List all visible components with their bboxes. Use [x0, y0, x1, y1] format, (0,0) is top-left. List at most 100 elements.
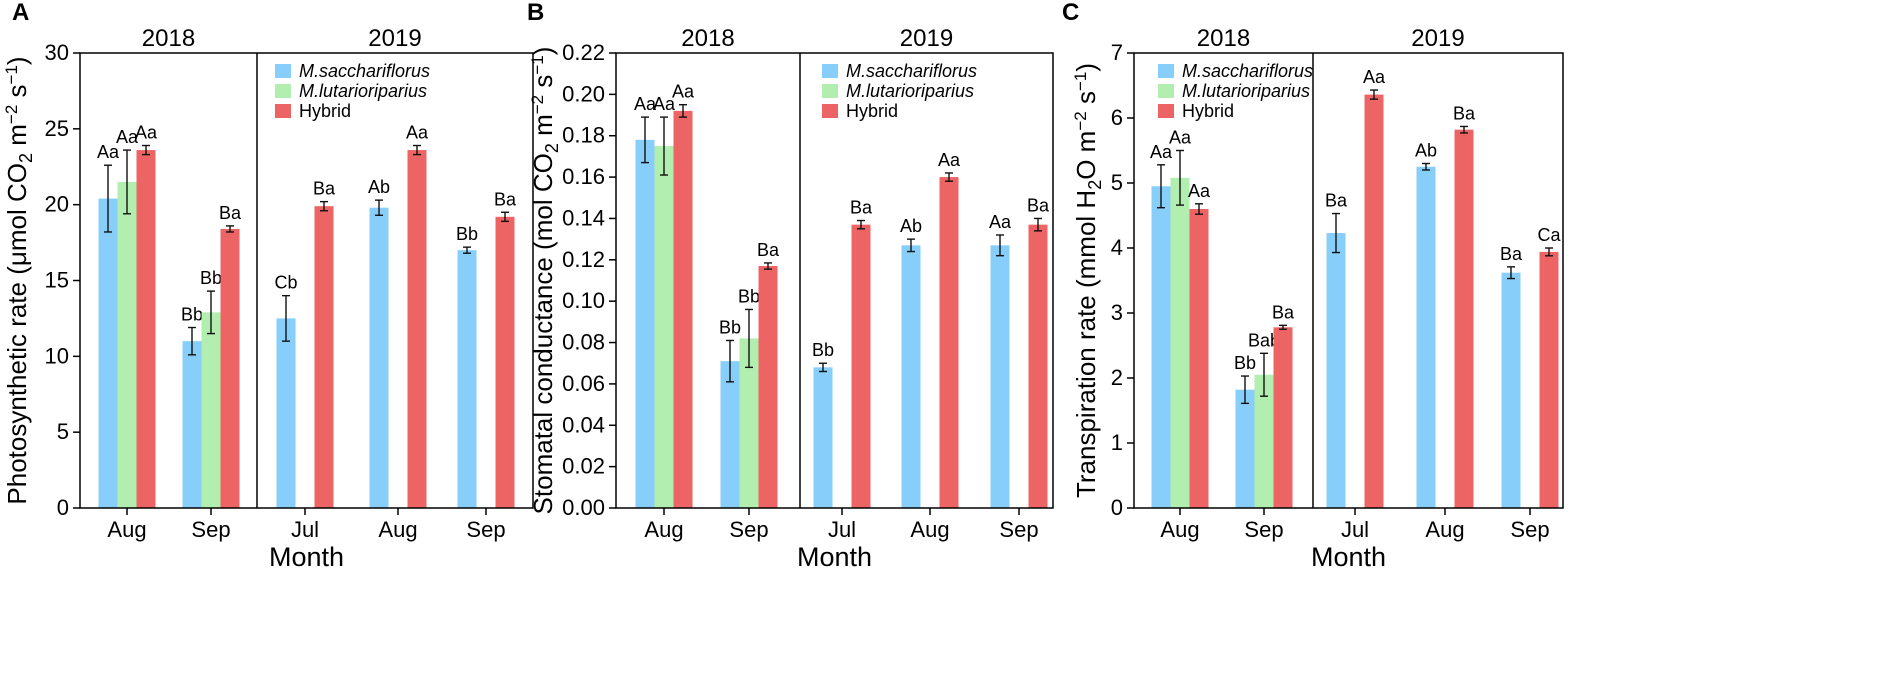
- bar: [314, 206, 334, 508]
- legend-label: Hybrid: [1182, 101, 1234, 121]
- y-tick-label: 0: [1111, 495, 1123, 520]
- bar: [1539, 251, 1559, 508]
- bar: [1416, 166, 1436, 508]
- panel-a: A0510152025302018AugAaAaAaSepBbBbBa2019J…: [2, 0, 534, 572]
- bar: [495, 216, 515, 509]
- data-label: Aa: [938, 150, 961, 170]
- bar: [1501, 272, 1521, 508]
- y-axis-label-part: −2: [2, 105, 21, 124]
- y-tick-label: 1: [1111, 430, 1123, 455]
- y-tick-label: 0.06: [562, 371, 605, 396]
- y-axis-label-part: m: [528, 114, 558, 143]
- y-tick-label: 0.20: [562, 81, 605, 106]
- legend-swatch: [1158, 84, 1174, 98]
- bar: [457, 250, 477, 508]
- bar: [1254, 374, 1274, 508]
- y-tick-label: 0.02: [562, 454, 605, 479]
- bar: [201, 312, 221, 508]
- y-tick-label: 3: [1111, 300, 1123, 325]
- panel-c: C012345672018AugAaAaAaSepBbBabBa2019JulB…: [1062, 0, 1564, 572]
- legend-swatch: [275, 64, 291, 78]
- y-axis-label-part: −1: [2, 65, 21, 84]
- y-axis-label-part: −1: [528, 55, 547, 74]
- data-label: Ba: [1325, 191, 1348, 211]
- legend-label: M.lutarioriparius: [299, 81, 427, 101]
- y-tick-label: 10: [45, 343, 69, 368]
- bar: [1235, 389, 1255, 508]
- legend-swatch: [822, 64, 838, 78]
- bar: [369, 207, 389, 508]
- year-label: 2018: [681, 25, 734, 52]
- data-label: Ba: [850, 198, 873, 218]
- y-tick-label: 0.18: [562, 123, 605, 148]
- y-tick-label: 0.14: [562, 205, 605, 230]
- y-tick-label: 0.10: [562, 288, 605, 313]
- legend-swatch: [1158, 64, 1174, 78]
- y-axis-label-part: O m: [1071, 131, 1101, 180]
- data-label: Ab: [1415, 141, 1437, 161]
- x-tick-label: Jul: [828, 517, 856, 542]
- x-tick-label: Sep: [1510, 517, 1549, 542]
- legend-label: Hybrid: [846, 101, 898, 121]
- y-tick-label: 7: [1111, 40, 1123, 65]
- data-label: Bb: [1234, 353, 1256, 373]
- bar: [1273, 327, 1293, 508]
- bar: [654, 146, 674, 508]
- bar: [990, 245, 1010, 508]
- year-label: 2019: [900, 25, 953, 52]
- data-label: Bb: [456, 224, 478, 244]
- bar: [1454, 129, 1474, 508]
- y-axis-label-part: s: [1071, 91, 1101, 111]
- y-tick-label: 0: [57, 495, 69, 520]
- y-axis-label-part: 2: [542, 143, 562, 153]
- data-label: Ab: [900, 216, 922, 236]
- data-label: Ba: [494, 189, 517, 209]
- legend-label: Hybrid: [299, 101, 351, 121]
- legend-label: M.sacchariflorus: [299, 61, 430, 81]
- data-label: Ba: [219, 203, 242, 223]
- y-axis-label-part: s: [528, 75, 558, 95]
- data-label: Ba: [757, 240, 780, 260]
- x-tick-label: Sep: [191, 517, 230, 542]
- y-tick-label: 20: [45, 192, 69, 217]
- y-tick-label: 0.08: [562, 330, 605, 355]
- plot-frame: [79, 52, 534, 509]
- data-label: Aa: [97, 142, 120, 162]
- x-tick-label: Aug: [644, 517, 683, 542]
- legend-swatch: [275, 104, 291, 118]
- x-tick-label: Jul: [291, 517, 319, 542]
- x-axis-label: Month: [1311, 542, 1386, 572]
- y-tick-label: 25: [45, 116, 69, 141]
- panel-letter: B: [527, 0, 544, 26]
- data-label: Bb: [181, 305, 203, 325]
- y-tick-label: 30: [45, 40, 69, 65]
- bar: [758, 266, 778, 508]
- y-tick-label: 5: [57, 419, 69, 444]
- data-label: Aa: [1150, 142, 1173, 162]
- x-tick-label: Aug: [107, 517, 146, 542]
- legend-label: M.lutarioriparius: [846, 81, 974, 101]
- bar: [98, 198, 118, 508]
- legend-swatch: [275, 84, 291, 98]
- bar: [117, 181, 137, 508]
- data-label: Aa: [653, 94, 676, 114]
- data-label: Aa: [116, 127, 139, 147]
- x-tick-label: Sep: [999, 517, 1038, 542]
- bar: [1170, 177, 1190, 509]
- y-axis-label-part: m: [2, 124, 32, 153]
- data-label: Ba: [1500, 244, 1523, 264]
- data-label: Ba: [313, 179, 336, 199]
- y-axis-label-part: ): [528, 47, 558, 56]
- data-label: Aa: [406, 123, 429, 143]
- data-label: Bb: [738, 286, 760, 306]
- data-label: Aa: [135, 123, 158, 143]
- data-label: Cb: [274, 273, 297, 293]
- data-label: Aa: [672, 82, 695, 102]
- x-tick-label: Aug: [1425, 517, 1464, 542]
- data-label: Ba: [1027, 195, 1050, 215]
- bar: [673, 110, 693, 508]
- y-axis-label-part: −2: [1071, 111, 1090, 130]
- panel-b: B 0.00 0.02 0.04 0.06 0.08 0.10 0.12 0.14 0.16 0.1…: [527, 0, 1054, 572]
- legend-label: M.sacchariflorus: [846, 61, 977, 81]
- y-tick-label: 0.22: [562, 40, 605, 65]
